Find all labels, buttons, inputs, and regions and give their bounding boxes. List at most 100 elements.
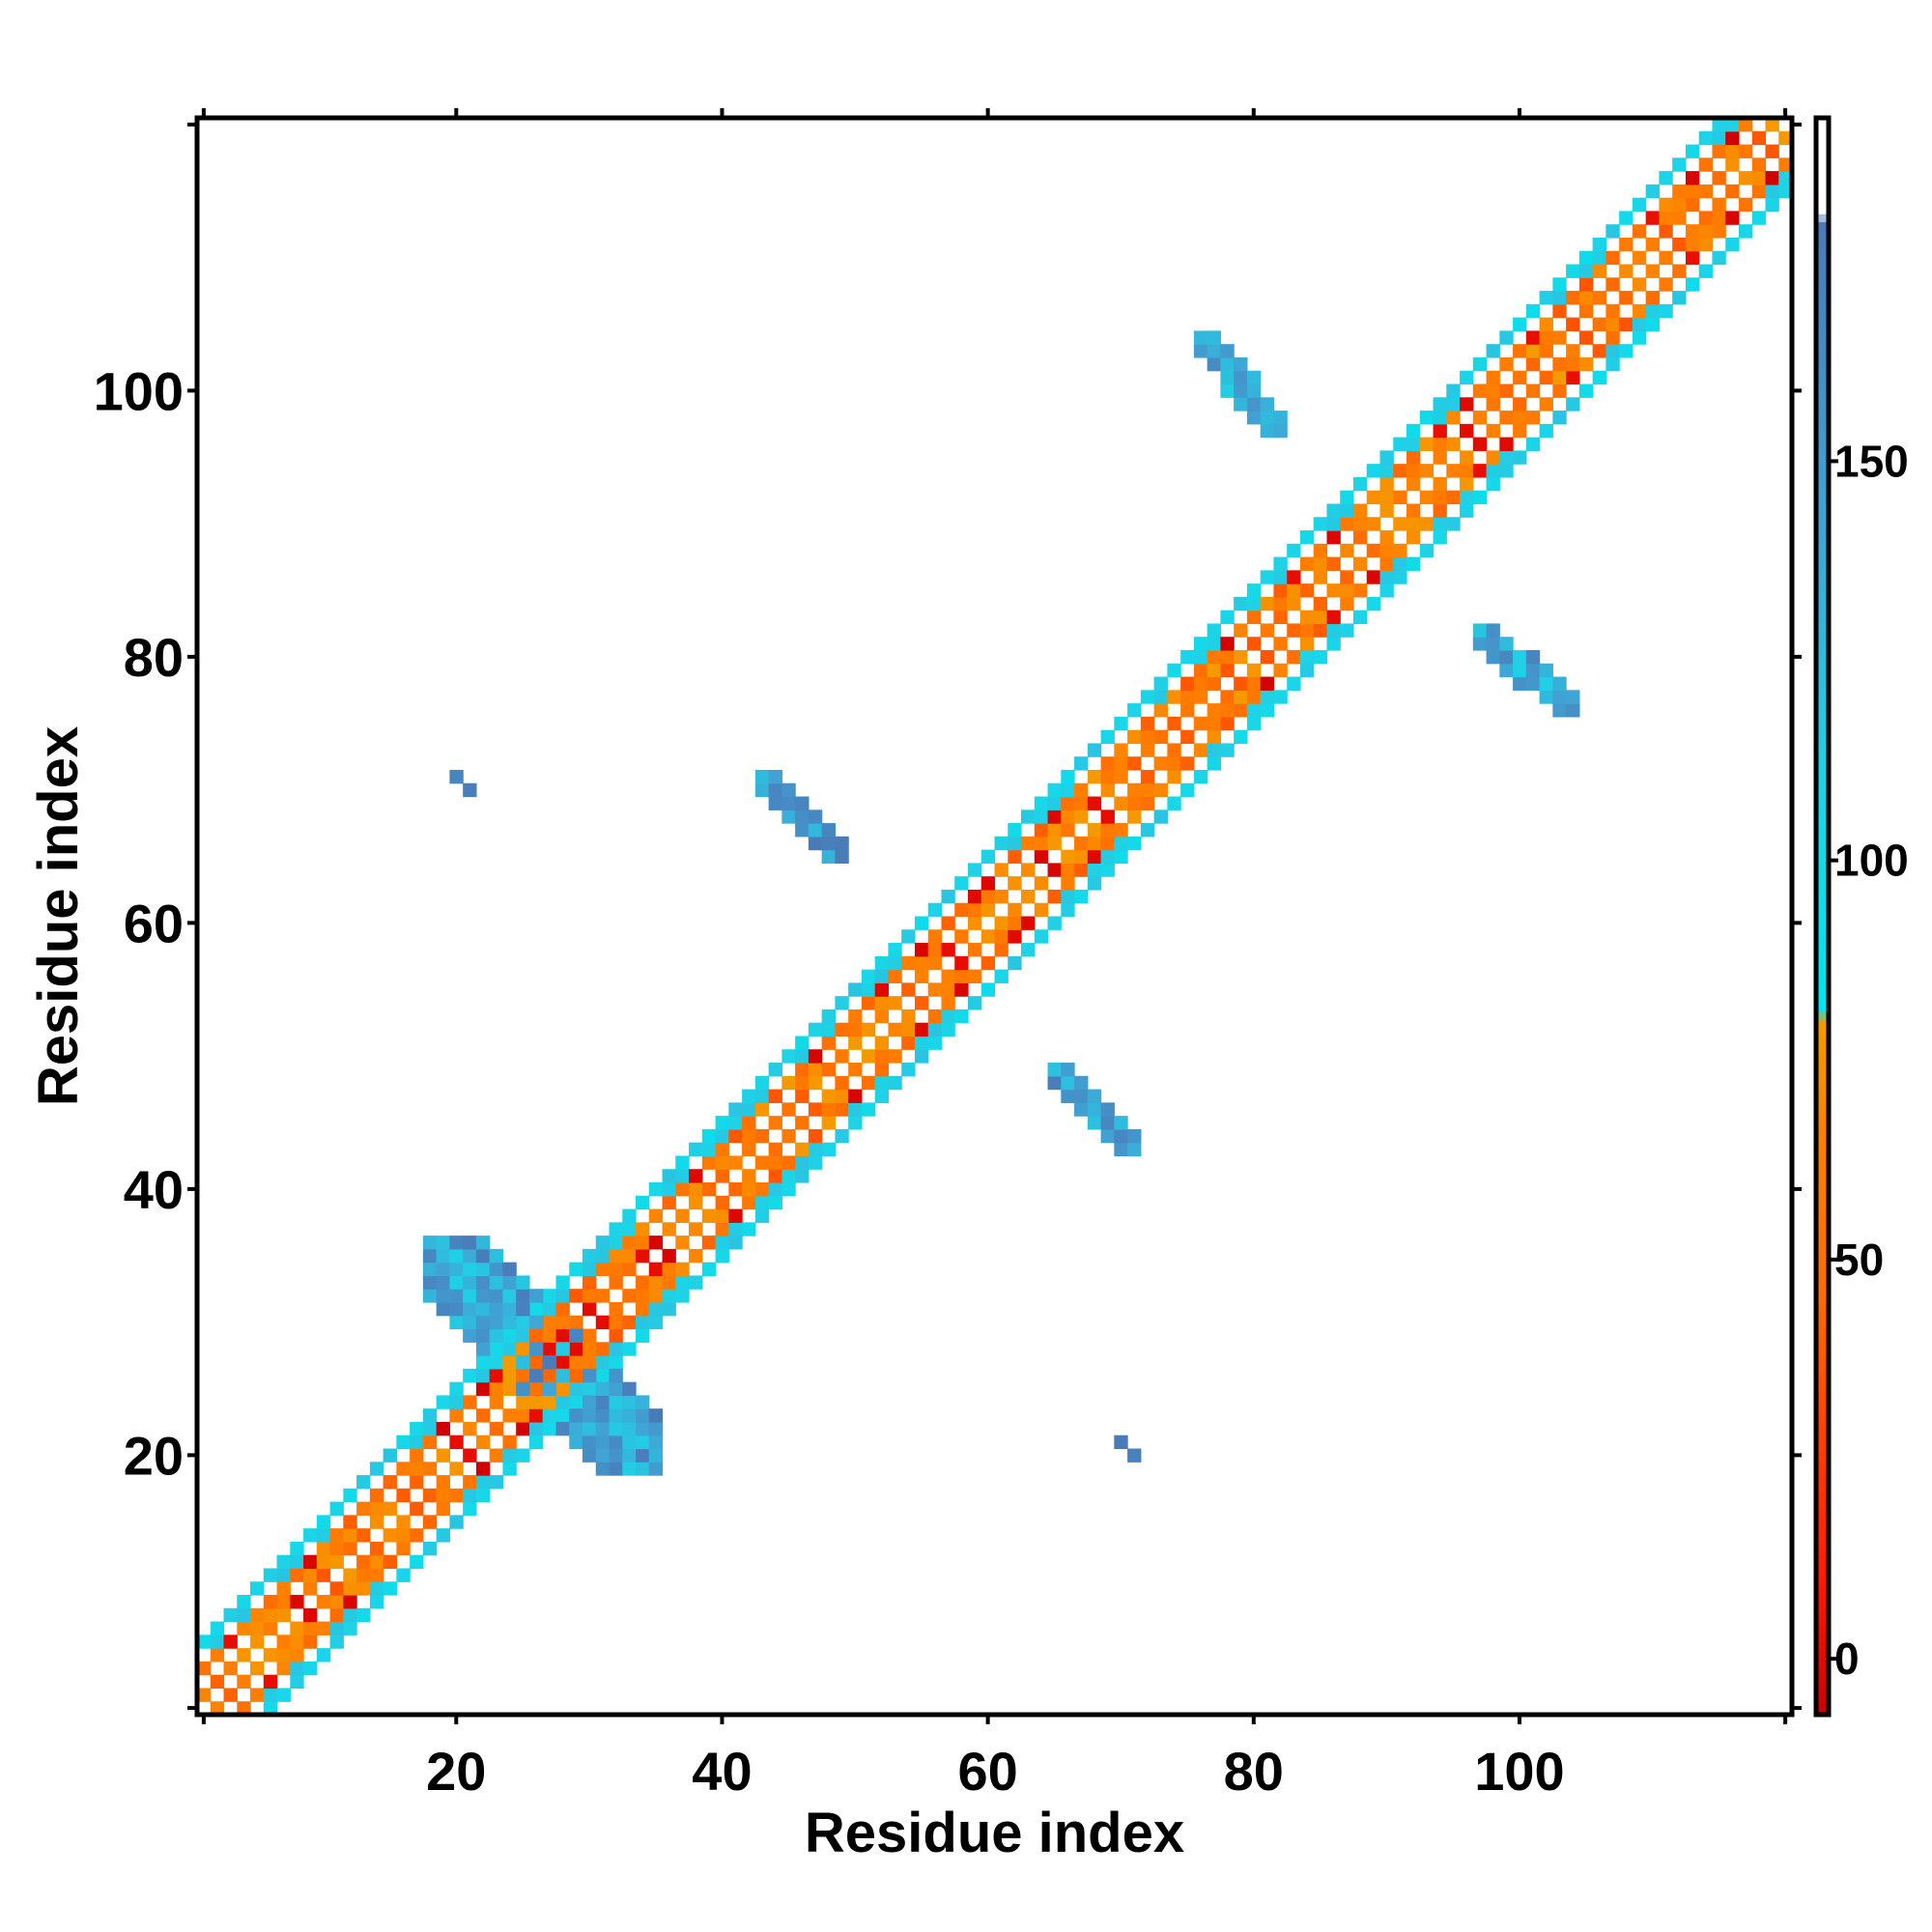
heatmap-cell: [1619, 291, 1634, 305]
heatmap-cell: [1061, 769, 1075, 784]
heatmap-cell: [475, 1301, 491, 1317]
colorbar-segment: [1816, 980, 1829, 989]
heatmap-cell: [1552, 303, 1567, 319]
heatmap-cell: [1140, 796, 1155, 810]
heatmap-cell: [1220, 743, 1235, 757]
colorbar-segment: [1816, 884, 1829, 894]
heatmap-cell: [1433, 503, 1447, 518]
heatmap-cell: [582, 1368, 597, 1383]
heatmap-cell: [1552, 411, 1567, 425]
heatmap-cell: [463, 1248, 477, 1264]
colorbar-segment: [1816, 221, 1829, 231]
heatmap-cell: [967, 889, 982, 904]
heatmap-cell: [303, 1568, 318, 1582]
heatmap-cell: [1725, 130, 1740, 146]
heatmap-cell: [795, 1075, 810, 1091]
heatmap-cell: [1246, 663, 1262, 678]
heatmap-cell: [888, 1022, 902, 1037]
colorbar-segment: [1816, 1011, 1829, 1021]
heatmap-cell: [463, 1448, 477, 1463]
colorbar-segment: [1816, 867, 1829, 877]
heatmap-cell: [1472, 411, 1488, 425]
heatmap-cell: [516, 1421, 530, 1436]
heatmap-cell: [715, 1169, 729, 1183]
heatmap-cell: [329, 1554, 344, 1570]
heatmap-cell: [728, 1182, 743, 1197]
heatmap-cell: [276, 1581, 291, 1596]
heatmap-cell: [489, 1355, 504, 1370]
heatmap-cell: [861, 1049, 876, 1064]
heatmap-cell: [1273, 583, 1288, 598]
heatmap-cell: [728, 1116, 743, 1130]
heatmap-cell: [436, 1248, 451, 1264]
heatmap-cell: [980, 849, 996, 865]
heatmap-cell: [1100, 1102, 1115, 1117]
heatmap-cell: [1525, 303, 1541, 319]
heatmap-cell: [742, 1169, 756, 1183]
heatmap-cell: [436, 1301, 451, 1317]
heatmap-cell: [1207, 703, 1221, 718]
heatmap-cell: [1034, 902, 1049, 918]
heatmap-cell: [1419, 543, 1435, 558]
heatmap-cell: [914, 1049, 929, 1064]
heatmap-cell: [1592, 344, 1606, 358]
heatmap-cell: [609, 1408, 623, 1423]
heatmap-cell: [1619, 237, 1634, 252]
colorbar-segment: [1816, 996, 1829, 1006]
heatmap-cell: [861, 996, 876, 1010]
heatmap-cell: [914, 955, 929, 971]
heatmap-cell: [1393, 543, 1407, 558]
heatmap-cell: [1685, 171, 1700, 185]
heatmap-cell: [410, 1435, 424, 1450]
heatmap-cell: [1193, 344, 1208, 358]
heatmap-cell: [1499, 650, 1514, 665]
heatmap-cell: [1472, 384, 1488, 398]
heatmap-cell: [835, 849, 849, 865]
heatmap-cell: [1220, 703, 1235, 718]
colorbar-segment: [1816, 612, 1829, 622]
heatmap-cell: [396, 1435, 411, 1450]
heatmap-cell: [1287, 543, 1301, 558]
colorbar-segment: [1816, 1507, 1829, 1516]
heatmap-cell: [967, 902, 982, 918]
heatmap-cell: [927, 982, 943, 997]
heatmap-cell: [223, 1634, 238, 1649]
heatmap-cell: [343, 1515, 357, 1529]
colorbar-frame: [1813, 115, 1832, 1718]
heatmap-cell: [1513, 663, 1527, 678]
heatmap-cell: [316, 1568, 331, 1582]
heatmap-cell: [542, 1408, 557, 1423]
heatmap-cell: [1287, 676, 1301, 691]
heatmap-cell: [329, 1541, 344, 1556]
colorbar-segment: [1816, 453, 1829, 462]
heatmap-cell: [1525, 411, 1541, 425]
x-tick-label: 60: [957, 1741, 1017, 1802]
heatmap-cell: [1246, 397, 1262, 412]
heatmap-cell: [648, 1421, 664, 1436]
heatmap-cell: [994, 863, 1009, 877]
heatmap-cell: [542, 1289, 557, 1303]
heatmap-cell: [582, 1381, 597, 1397]
y-axis-title: Residue index: [27, 726, 90, 1106]
heatmap-cell: [369, 1595, 384, 1609]
heatmap-cell: [1632, 197, 1647, 213]
heatmap-cell: [1578, 356, 1594, 372]
heatmap-cell: [1260, 411, 1275, 425]
heatmap-cell: [821, 1102, 836, 1117]
heatmap-cell: [1008, 836, 1022, 851]
heatmap-cell: [689, 1169, 703, 1183]
heatmap-cell: [516, 1355, 530, 1370]
heatmap-cell: [768, 1155, 782, 1170]
heatmap-cell: [250, 1661, 265, 1676]
heatmap-cell: [1659, 197, 1673, 213]
heatmap-cell: [914, 943, 929, 957]
heatmap-cell: [475, 1475, 491, 1490]
colorbar-segment: [1816, 1092, 1829, 1101]
heatmap-cell: [1061, 1089, 1075, 1103]
heatmap-cell: [1619, 344, 1634, 358]
x-tick-label: 20: [426, 1741, 486, 1802]
heatmap-cell: [316, 1595, 331, 1609]
heatmap-cell: [1326, 623, 1341, 638]
heatmap-cell: [316, 1621, 331, 1635]
heatmap-cell: [1021, 916, 1036, 930]
